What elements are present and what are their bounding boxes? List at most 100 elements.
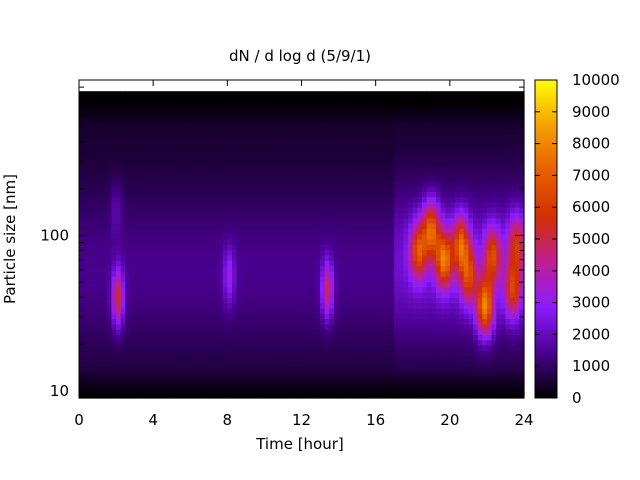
heatmap-cell: [227, 143, 233, 150]
heatmap-cell: [278, 106, 284, 113]
heatmap-cell: [213, 106, 219, 113]
heatmap-cell: [180, 366, 187, 373]
heatmap-cell: [292, 159, 298, 166]
heatmap-cell: [449, 382, 456, 388]
heatmap-cell: [176, 117, 182, 123]
heatmap-cell: [320, 95, 326, 102]
heatmap-cell: [199, 228, 205, 235]
heatmap-cell: [162, 175, 168, 182]
heatmap-cell: [449, 254, 456, 261]
heatmap-cell: [389, 286, 395, 293]
heatmap-cell: [306, 249, 312, 256]
heatmap-cell: [153, 148, 159, 155]
heatmap-cell: [357, 270, 363, 277]
heatmap-cell: [375, 233, 381, 240]
heatmap-cell: [116, 265, 122, 272]
heatmap-cell: [361, 292, 367, 298]
heatmap-cell: [134, 339, 140, 346]
heatmap-cell: [440, 233, 446, 240]
heatmap-cell: [408, 254, 414, 261]
heatmap-cell: [180, 148, 187, 155]
heatmap-cell: [97, 148, 103, 155]
heatmap-cell: [106, 191, 113, 198]
heatmap-cell: [92, 148, 99, 155]
heatmap-cell: [459, 302, 465, 309]
heatmap-cell: [431, 265, 437, 272]
heatmap-cell: [403, 106, 409, 113]
heatmap-cell: [269, 313, 275, 320]
heatmap-cell: [129, 313, 136, 320]
heatmap-cell: [435, 334, 442, 341]
heatmap-cell: [157, 133, 164, 139]
heatmap-cell: [431, 318, 437, 325]
heatmap-cell: [412, 281, 418, 288]
heatmap-cell: [296, 239, 303, 245]
heatmap-cell: [292, 117, 298, 123]
heatmap-cell: [343, 191, 349, 198]
heatmap-cell: [296, 281, 303, 288]
heatmap-cell: [245, 387, 252, 394]
heatmap-cell: [306, 318, 312, 325]
heatmap-cell: [148, 323, 154, 330]
heatmap-cell: [278, 180, 284, 187]
heatmap-cell: [79, 106, 85, 113]
heatmap-cell: [338, 345, 344, 351]
heatmap-cell: [357, 217, 363, 224]
heatmap-cell: [347, 345, 354, 351]
heatmap-cell: [116, 80, 122, 86]
heatmap-cell: [426, 329, 432, 335]
heatmap-cell: [185, 201, 191, 208]
heatmap-cell: [88, 355, 94, 362]
heatmap-cell: [440, 138, 446, 145]
heatmap-cell: [153, 276, 159, 282]
heatmap-cell: [167, 355, 173, 362]
heatmap-cell: [139, 196, 145, 203]
heatmap-cell: [278, 223, 284, 229]
heatmap-cell: [282, 260, 289, 267]
heatmap-cell: [371, 127, 377, 134]
heatmap-cell: [79, 260, 85, 267]
heatmap-cell: [371, 387, 377, 394]
heatmap-cell: [338, 85, 344, 92]
heatmap-cell: [445, 106, 451, 113]
heatmap-cell: [449, 207, 456, 214]
heatmap-cell: [412, 297, 418, 304]
heatmap-cell: [185, 138, 191, 145]
heatmap-cell: [310, 85, 317, 92]
heatmap-cell: [347, 292, 354, 298]
heatmap-cell: [194, 233, 201, 240]
heatmap-cell: [97, 265, 103, 272]
heatmap-cell: [120, 228, 126, 235]
heatmap-cell: [440, 106, 446, 113]
heatmap-cell: [116, 233, 122, 240]
heatmap-cell: [449, 307, 456, 314]
heatmap-cell: [250, 127, 256, 134]
heatmap-cell: [333, 201, 340, 208]
heatmap-cell: [241, 159, 247, 166]
heatmap-cell: [143, 307, 150, 314]
heatmap-cell: [180, 270, 187, 277]
heatmap-cell: [454, 281, 460, 288]
heatmap-cell: [343, 307, 349, 314]
heatmap-cell: [366, 101, 372, 108]
heatmap-cell: [148, 276, 154, 282]
heatmap-cell: [361, 387, 367, 394]
heatmap-cell: [269, 233, 275, 240]
heatmap-cell: [106, 122, 113, 129]
heatmap-cell: [97, 355, 103, 362]
heatmap-cell: [310, 249, 317, 256]
heatmap-cell: [222, 122, 228, 129]
heatmap-cell: [218, 122, 224, 129]
heatmap-cell: [129, 355, 136, 362]
heatmap-cell: [296, 228, 303, 235]
heatmap-cell: [292, 212, 298, 219]
heatmap-cell: [194, 133, 201, 139]
heatmap-cell: [106, 318, 113, 325]
heatmap-cell: [129, 111, 136, 118]
heatmap-cell: [333, 164, 340, 171]
heatmap-cell: [120, 191, 126, 198]
heatmap-cell: [282, 366, 289, 373]
heatmap-cell: [162, 276, 168, 282]
heatmap-cell: [366, 307, 372, 314]
heatmap-cell: [398, 382, 405, 388]
